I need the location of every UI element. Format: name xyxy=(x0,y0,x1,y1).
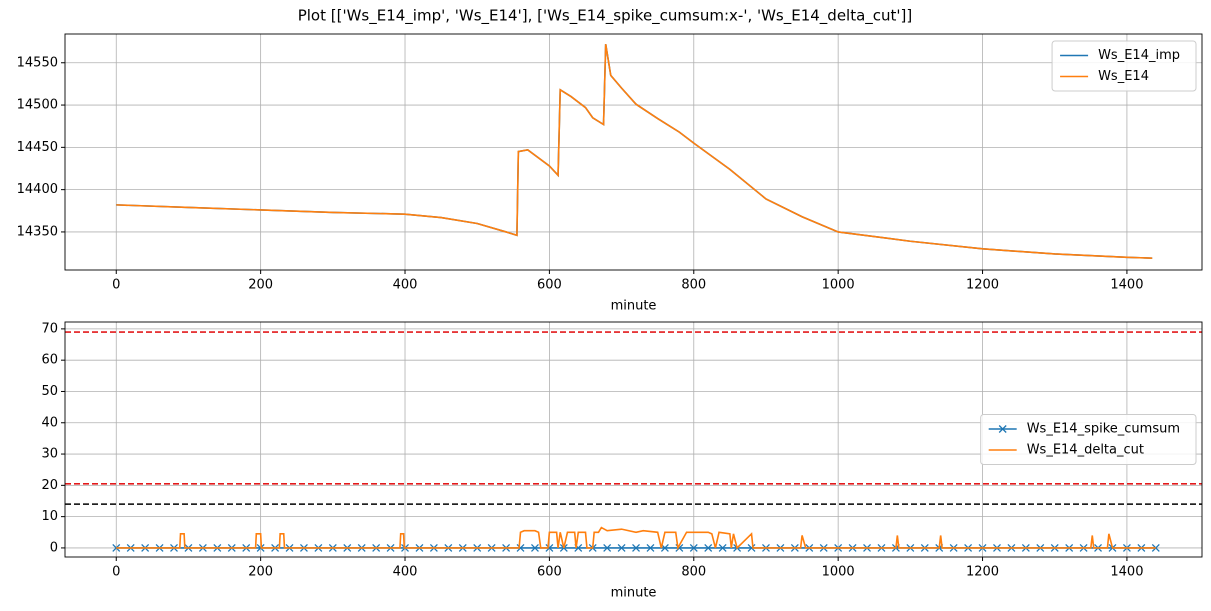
series-marker xyxy=(516,543,525,552)
x-tick-label: 1000 xyxy=(822,278,855,293)
axes: 0 200 400 600 800 1000 1200 1400 14350 14400 14450… xyxy=(17,33,1203,314)
x-tick-label: 200 xyxy=(248,278,273,293)
x-tick-label: 0 xyxy=(112,278,120,293)
x-tick-label: 800 xyxy=(681,278,706,293)
series-marker xyxy=(689,543,698,552)
legend-label: Ws_E14 xyxy=(1098,69,1149,84)
x-tick-label: 0 xyxy=(112,565,120,580)
series-marker xyxy=(545,543,554,552)
x-tick-label: 1200 xyxy=(966,278,999,293)
series-marker xyxy=(632,543,640,552)
y-tick-label: 40 xyxy=(41,415,58,430)
legend-label: Ws_E14_imp xyxy=(1098,48,1180,63)
series-line xyxy=(116,526,1156,551)
series-marker xyxy=(531,543,539,552)
x-tick-label: 400 xyxy=(393,278,418,293)
x-tick-label: 600 xyxy=(537,565,562,580)
y-tick-label: 70 xyxy=(41,321,58,336)
y-tick-label: 14550 xyxy=(17,55,58,70)
x-tick-label: 1400 xyxy=(1110,565,1143,580)
series-marker xyxy=(112,543,121,552)
legend-label: Ws_E14_spike_cumsum xyxy=(1027,422,1180,437)
x-tick-label: 1400 xyxy=(1110,278,1143,293)
x-tick-label: 200 xyxy=(248,565,273,580)
legend: Ws_E14_imp Ws_E14 xyxy=(1051,40,1197,92)
series-line xyxy=(116,44,1153,259)
y-tick-label: 14450 xyxy=(17,140,58,155)
plot-area xyxy=(65,331,1202,552)
y-tick-label: 50 xyxy=(41,384,58,399)
series-marker xyxy=(646,543,655,552)
x-tick-label: 400 xyxy=(393,565,418,580)
series-marker xyxy=(747,543,756,552)
series-marker xyxy=(603,543,612,552)
series-marker xyxy=(1151,543,1160,552)
y-tick-label: 60 xyxy=(41,353,58,368)
legend-frame xyxy=(1051,40,1197,92)
y-tick-label: 20 xyxy=(41,478,58,493)
figure-title: Plot [['Ws_E14_imp', 'Ws_E14'], ['Ws_E14… xyxy=(298,7,913,26)
plot-area xyxy=(116,44,1153,259)
y-tick-label: 14350 xyxy=(17,224,58,239)
y-tick-label: 0 xyxy=(50,540,58,555)
axes-frame xyxy=(64,321,1203,558)
series-marker xyxy=(617,543,626,552)
y-tick-label: 10 xyxy=(41,509,58,524)
legend-label: Ws_E14_delta_cut xyxy=(1027,443,1144,458)
x-tick-label: 1000 xyxy=(822,565,855,580)
y-tick-label: 14400 xyxy=(17,182,58,197)
axes: 0 200 400 600 800 1000 1200 1400 0 10 20 30 40 50 60 70… xyxy=(41,321,1203,601)
legend-frame xyxy=(980,414,1197,465)
series-line xyxy=(116,44,1153,259)
x-axis-label: minute xyxy=(611,586,657,601)
series-marker xyxy=(718,543,727,552)
x-tick-label: 800 xyxy=(681,565,706,580)
y-tick-label: 30 xyxy=(41,447,58,462)
legend: Ws_E14_spike_cumsum Ws_E14_delta_cut xyxy=(980,414,1197,465)
series-marker xyxy=(704,543,713,552)
x-axis-label: minute xyxy=(611,299,657,314)
x-tick-label: 600 xyxy=(537,278,562,293)
legend-marker xyxy=(998,425,1007,433)
x-tick-label: 1200 xyxy=(966,565,999,580)
axes-frame xyxy=(64,33,1203,271)
y-tick-label: 14500 xyxy=(17,98,58,113)
